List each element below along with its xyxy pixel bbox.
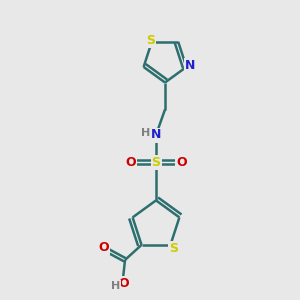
Text: S: S bbox=[152, 155, 160, 169]
Text: N: N bbox=[185, 59, 195, 72]
Text: H: H bbox=[141, 128, 150, 139]
Text: N: N bbox=[151, 128, 161, 142]
Text: S: S bbox=[146, 34, 155, 47]
Text: O: O bbox=[125, 155, 136, 169]
Text: O: O bbox=[99, 242, 110, 254]
Text: H: H bbox=[110, 281, 120, 291]
Text: O: O bbox=[176, 155, 187, 169]
Text: O: O bbox=[119, 277, 130, 290]
Text: S: S bbox=[169, 242, 178, 255]
